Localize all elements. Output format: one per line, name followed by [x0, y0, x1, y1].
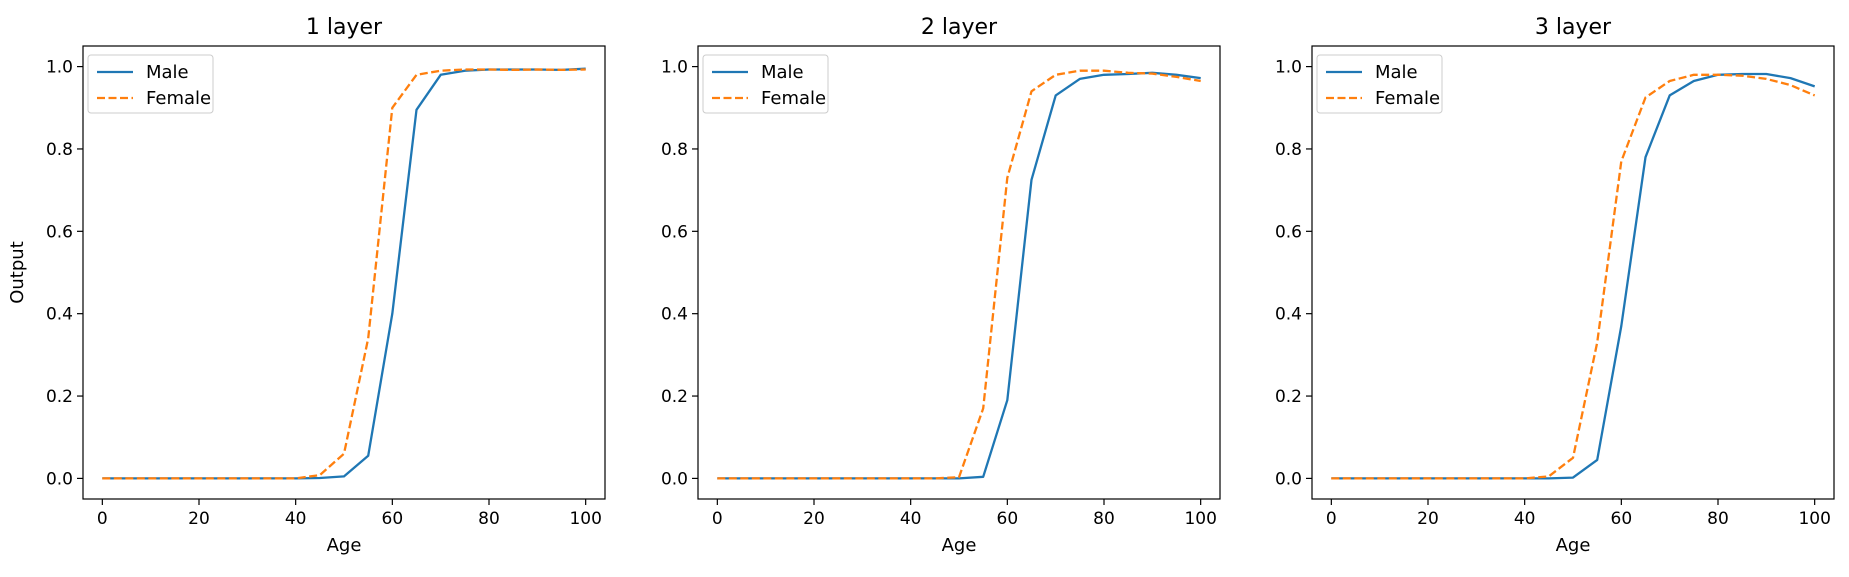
- series-line-female: [102, 68, 586, 480]
- x-tick-label: 60: [382, 509, 404, 529]
- legend-box: [1316, 54, 1443, 114]
- legend: Male Female: [87, 54, 214, 114]
- x-tick-label: 60: [997, 509, 1019, 529]
- x-tick-label: 80: [1707, 509, 1729, 529]
- x-tick-label: 100: [1184, 509, 1216, 529]
- chart-title: 2 layer: [921, 15, 998, 40]
- legend-label-female: Female: [146, 88, 211, 109]
- plot-area: [82, 45, 606, 500]
- chart-panel-1: 1 layer 0 20 40 60 80 100 0.0 0.2 0.4 0.6 0.8 1.0 Age…: [7, 15, 606, 556]
- y-tick-label: 0.6: [661, 222, 688, 242]
- legend-box: [702, 54, 829, 114]
- chart-panel-3: 3 layer 0 20 40 60 80 100 0.0 0.2 0.4 0.6 0.8 1.0 Age…: [1275, 15, 1835, 556]
- y-tick-label: 0.8: [1275, 140, 1302, 160]
- y-tick-label: 0.4: [661, 305, 688, 325]
- y-tick-label: 1.0: [46, 58, 73, 78]
- x-axis-label: Age: [1556, 535, 1591, 556]
- x-tick-label: 20: [1417, 509, 1439, 529]
- x-tick-label: 20: [188, 509, 210, 529]
- x-tick-label: 40: [285, 509, 307, 529]
- legend: Male Female: [702, 54, 829, 114]
- y-tick-label: 0.2: [1275, 387, 1302, 407]
- legend: Male Female: [1316, 54, 1443, 114]
- x-tick-label: 100: [1798, 509, 1830, 529]
- x-axis-label: Age: [942, 535, 977, 556]
- x-tick-label: 100: [569, 509, 601, 529]
- y-axis-label: Output: [7, 241, 28, 304]
- x-tick-label: 0: [712, 509, 723, 529]
- y-tick-label: 0.2: [661, 387, 688, 407]
- y-tick-label: 0.6: [1275, 222, 1302, 242]
- y-tick-label: 1.0: [661, 58, 688, 78]
- x-tick-label: 40: [900, 509, 922, 529]
- y-tick-label: 0.0: [46, 469, 73, 489]
- y-tick-label: 0.4: [1275, 305, 1302, 325]
- y-tick-label: 0.4: [46, 305, 73, 325]
- y-tick-label: 0.8: [46, 140, 73, 160]
- x-tick-label: 40: [1514, 509, 1536, 529]
- legend-label-male: Male: [146, 62, 189, 83]
- x-tick-label: 80: [1093, 509, 1115, 529]
- legend-label-male: Male: [761, 62, 804, 83]
- legend-label-male: Male: [1375, 62, 1418, 83]
- y-tick-label: 1.0: [1275, 58, 1302, 78]
- legend-label-female: Female: [1375, 88, 1440, 109]
- plot-area: [1311, 45, 1835, 500]
- x-tick-label: 60: [1611, 509, 1633, 529]
- chart-panel-2: 2 layer 0 20 40 60 80 100 0.0 0.2 0.4 0.6 0.8 1.0 Age…: [661, 15, 1221, 556]
- x-tick-label: 0: [97, 509, 108, 529]
- y-tick-label: 0.6: [46, 222, 73, 242]
- y-tick-label: 0.0: [1275, 469, 1302, 489]
- legend-label-female: Female: [761, 88, 826, 109]
- y-tick-label: 0.0: [661, 469, 688, 489]
- series-line-female: [717, 69, 1201, 480]
- chart-title: 1 layer: [306, 15, 383, 40]
- y-tick-label: 0.2: [46, 387, 73, 407]
- x-tick-label: 0: [1326, 509, 1337, 529]
- x-tick-label: 20: [803, 509, 825, 529]
- series-line-female: [1331, 73, 1816, 480]
- x-tick-label: 80: [478, 509, 500, 529]
- plot-area: [697, 45, 1221, 500]
- chart-title: 3 layer: [1535, 15, 1612, 40]
- y-tick-label: 0.8: [661, 140, 688, 160]
- legend-box: [87, 54, 214, 114]
- x-axis-label: Age: [327, 535, 362, 556]
